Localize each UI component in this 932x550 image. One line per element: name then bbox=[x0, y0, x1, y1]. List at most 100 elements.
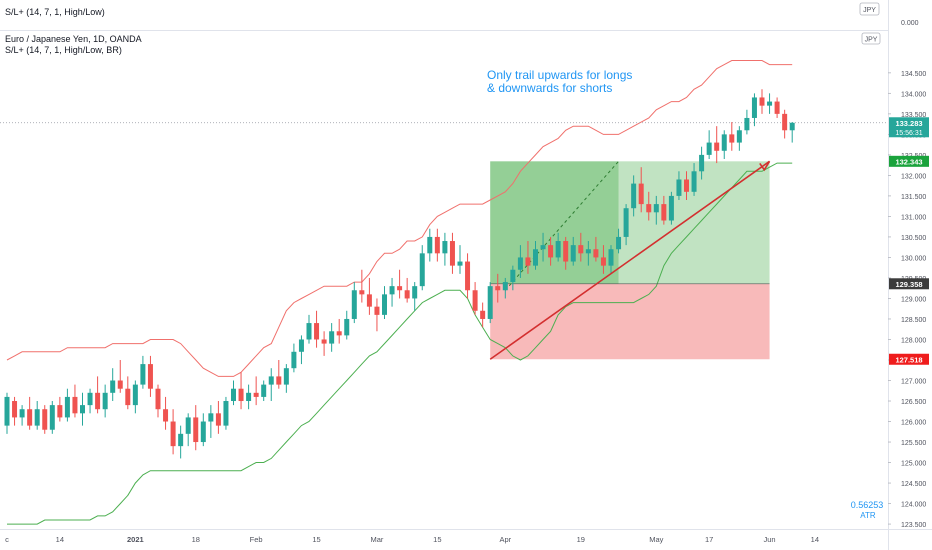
stop-price-badge: 127.518 bbox=[889, 353, 929, 365]
candle-body bbox=[789, 122, 795, 131]
candle-body bbox=[42, 409, 48, 430]
annotation-line-2[interactable]: & downwards for shorts bbox=[487, 81, 612, 95]
candle-body bbox=[389, 286, 395, 295]
candle-body bbox=[487, 286, 493, 319]
candle-body bbox=[200, 421, 206, 443]
candle-body bbox=[155, 388, 161, 410]
candle-body bbox=[563, 241, 569, 262]
candle-body bbox=[147, 364, 153, 389]
time-tick-label: 18 bbox=[192, 535, 200, 544]
candle-body bbox=[578, 245, 584, 254]
time-tick-label: 15 bbox=[433, 535, 441, 544]
time-tick-label: 14 bbox=[56, 535, 64, 544]
candle-body bbox=[87, 392, 93, 406]
candle-body bbox=[661, 204, 667, 221]
candle-body bbox=[359, 290, 365, 295]
candle-body bbox=[714, 142, 720, 151]
candle-body bbox=[782, 113, 788, 131]
candle-body bbox=[95, 392, 101, 410]
target-price-badge-bg bbox=[889, 155, 929, 167]
candle-body bbox=[684, 179, 689, 192]
candle-body bbox=[329, 331, 335, 344]
candle-body bbox=[540, 245, 546, 250]
candle-body bbox=[321, 339, 327, 344]
guide-lines bbox=[0, 122, 888, 291]
projection-dashed-line bbox=[504, 160, 619, 291]
price-tick-label: 126.000 bbox=[901, 420, 926, 427]
candle-body bbox=[774, 101, 780, 114]
time-tick-label: c bbox=[5, 535, 9, 544]
candle-body bbox=[721, 134, 727, 151]
candle-body bbox=[178, 433, 184, 447]
candle-body bbox=[298, 339, 304, 352]
candle-body bbox=[397, 286, 403, 291]
price-tick-label: 130.000 bbox=[901, 255, 926, 262]
main-currency-badge[interactable]: JPY bbox=[861, 32, 881, 45]
candle-body bbox=[19, 409, 25, 418]
candle-body bbox=[449, 241, 455, 266]
time-tick-label: 14 bbox=[811, 535, 819, 544]
candle-body bbox=[585, 249, 591, 254]
last-price-badge: 133.283 15:56:31 bbox=[889, 117, 929, 138]
symbol-title[interactable]: Euro / Japanese Yen, 1D, OANDA bbox=[5, 34, 142, 44]
candle-body bbox=[457, 261, 463, 266]
last-price-badge-bg bbox=[889, 117, 929, 138]
price-tick-label: 132.000 bbox=[901, 173, 926, 180]
candle-body bbox=[4, 396, 10, 426]
price-tick-label: 125.000 bbox=[901, 461, 926, 468]
candle-body bbox=[276, 376, 282, 385]
candle-body bbox=[185, 417, 191, 434]
time-tick-label: May bbox=[649, 535, 663, 544]
time-tick-label: Mar bbox=[370, 535, 383, 544]
candle-body bbox=[412, 286, 418, 299]
candle-body bbox=[608, 249, 614, 266]
candle-body bbox=[12, 401, 18, 418]
candle-body bbox=[215, 413, 221, 426]
candle-body bbox=[465, 261, 471, 291]
position-zones[interactable] bbox=[490, 161, 770, 360]
candle-body bbox=[570, 245, 576, 262]
price-tick-label: 124.500 bbox=[901, 481, 926, 488]
candle-body bbox=[261, 384, 267, 397]
candle-body bbox=[600, 257, 606, 266]
candle-body bbox=[72, 396, 78, 414]
time-axis[interactable]: c 14 2021 18 Feb 15 Mar 15 Apr 19 May 17 Jun 14 bbox=[5, 535, 819, 544]
stop-price-badge-text: 127.518 bbox=[895, 355, 922, 364]
candle-body bbox=[555, 241, 561, 258]
candle-body bbox=[736, 130, 742, 143]
candle-body bbox=[623, 208, 629, 237]
annotation-line-1[interactable]: Only trail upwards for longs bbox=[487, 68, 632, 82]
candle-body bbox=[419, 253, 425, 287]
candle-body bbox=[34, 409, 40, 426]
candle-body bbox=[253, 392, 259, 397]
candle-body bbox=[351, 290, 357, 319]
price-tick-label: 134.000 bbox=[901, 91, 926, 98]
price-tick-label: 129.000 bbox=[901, 296, 926, 303]
profit-zone-dark[interactable] bbox=[490, 161, 619, 284]
atr-label: ATR bbox=[860, 511, 876, 520]
target-price-badge-text: 132.343 bbox=[895, 157, 922, 166]
candle-body bbox=[751, 97, 757, 118]
candle-body bbox=[616, 236, 622, 250]
trend-arrow-head[interactable] bbox=[759, 160, 771, 172]
loss-zone[interactable] bbox=[490, 283, 770, 360]
candle-body bbox=[759, 97, 765, 106]
price-tick-label: 131.000 bbox=[901, 214, 926, 221]
trend-arrow-line[interactable] bbox=[489, 160, 771, 360]
study-label[interactable]: S/L+ (14, 7, 1, High/Low, BR) bbox=[5, 45, 122, 55]
stop-price-badge-bg bbox=[889, 353, 929, 365]
time-tick-label: Apr bbox=[499, 535, 511, 544]
candle-body bbox=[57, 405, 63, 418]
candle-body bbox=[525, 257, 531, 266]
candle-body bbox=[427, 236, 433, 254]
indicator-axis-label: 0.000 bbox=[901, 20, 919, 27]
trend-arrow[interactable] bbox=[489, 160, 771, 360]
candle-body bbox=[117, 380, 123, 389]
candle-body bbox=[64, 396, 70, 418]
candle-body bbox=[27, 409, 33, 426]
candle-body bbox=[125, 388, 131, 406]
candlestick-series bbox=[4, 89, 795, 459]
indicator-currency-badge[interactable]: JPY bbox=[859, 2, 880, 16]
target-price-badge: 132.343 bbox=[889, 155, 929, 167]
price-tick-label: 125.500 bbox=[901, 440, 926, 447]
